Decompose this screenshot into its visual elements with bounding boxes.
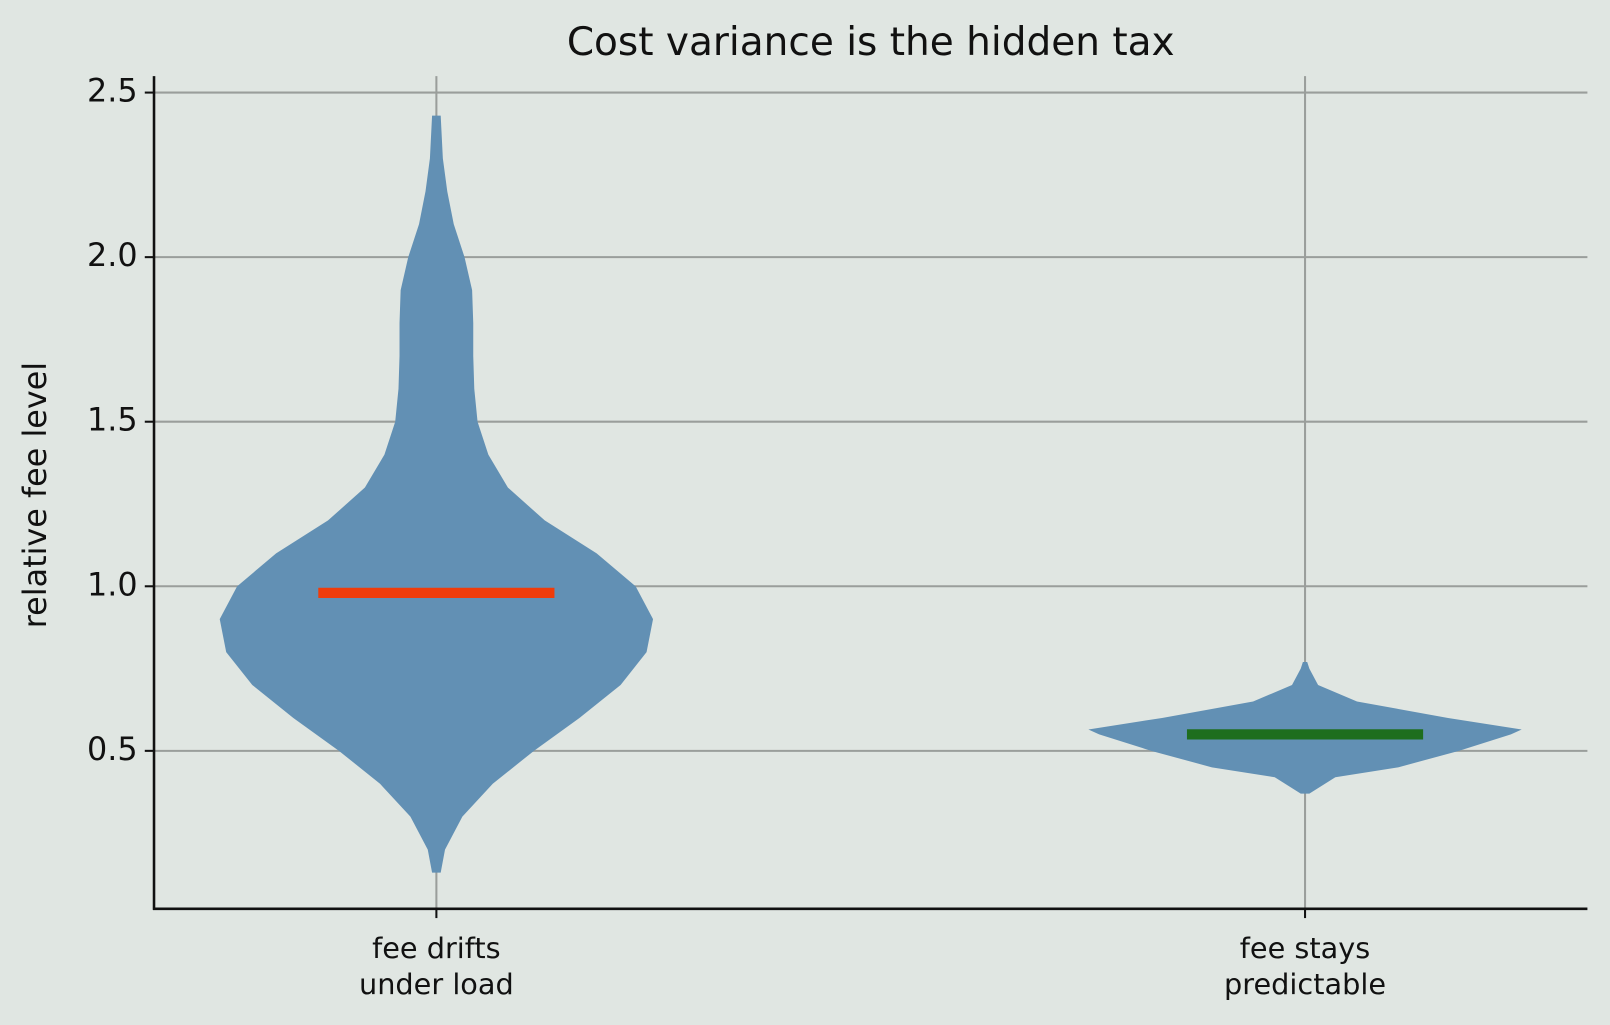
y-tick-label: 2.5 (87, 72, 138, 110)
violin (219, 115, 654, 873)
x-tick-label: fee drifts (372, 931, 501, 965)
y-tick-label: 1.5 (87, 401, 138, 439)
y-tick-label: 2.0 (87, 236, 138, 274)
chart-title: Cost variance is the hidden tax (567, 20, 1175, 65)
x-tick-label: predictable (1224, 967, 1386, 1001)
x-tick-label: fee stays (1240, 931, 1371, 965)
violin (1088, 662, 1522, 794)
y-tick-label: 0.5 (87, 730, 138, 768)
y-axis-label: relative fee level (16, 362, 54, 628)
y-tick-label: 1.0 (87, 565, 138, 603)
x-tick-label: under load (359, 967, 514, 1001)
